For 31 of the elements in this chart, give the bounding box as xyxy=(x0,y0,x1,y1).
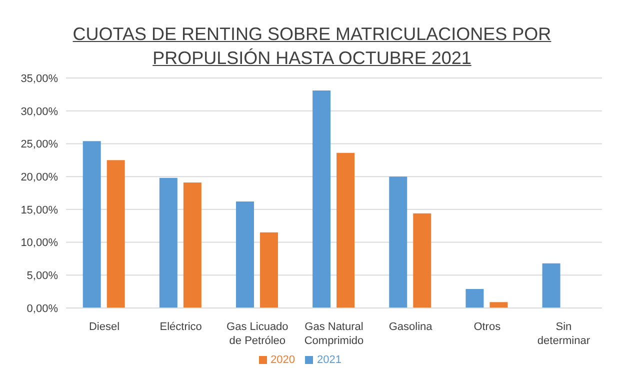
x-tick-label: Otros xyxy=(474,321,502,333)
legend-label: 2020 xyxy=(270,354,295,366)
x-tick-label: Eléctrico xyxy=(160,321,202,333)
bar xyxy=(106,160,125,308)
bar xyxy=(336,152,355,308)
bar xyxy=(82,141,101,308)
x-tick-label: Diesel xyxy=(88,321,120,333)
legend-label: 2021 xyxy=(317,354,342,366)
bar xyxy=(542,263,560,308)
bar xyxy=(312,90,331,308)
y-tick-label: 15,00% xyxy=(20,204,58,216)
bar xyxy=(413,213,432,308)
y-tick-label: 0,00% xyxy=(26,302,58,315)
bar xyxy=(236,202,254,308)
y-tick-label: 30,00% xyxy=(20,106,58,118)
y-tick-label: 20,00% xyxy=(20,171,58,184)
bar xyxy=(183,182,202,308)
y-tick-label: 35,00% xyxy=(20,72,58,85)
bar xyxy=(260,232,278,308)
x-tick-label: Sin determinar xyxy=(537,321,590,347)
bar xyxy=(466,288,484,308)
y-tick-label: 25,00% xyxy=(20,138,58,151)
bar xyxy=(490,302,508,308)
bar xyxy=(389,176,408,308)
y-tick-label: 10,00% xyxy=(20,237,58,250)
bar xyxy=(159,178,178,308)
y-tick-label: 5,00% xyxy=(26,270,58,282)
chart-title: CUOTAS DE RENTING SOBRE MATRICULACIONES POR PROPULSIÓN HASTA OCTUBRE 2021 xyxy=(72,24,552,68)
x-tick-label: Gas Natural Comprimido xyxy=(304,321,364,347)
x-tick-label: Gas Licuado de Petróleo xyxy=(226,321,288,347)
x-tick-label: Gasolina xyxy=(388,321,434,333)
